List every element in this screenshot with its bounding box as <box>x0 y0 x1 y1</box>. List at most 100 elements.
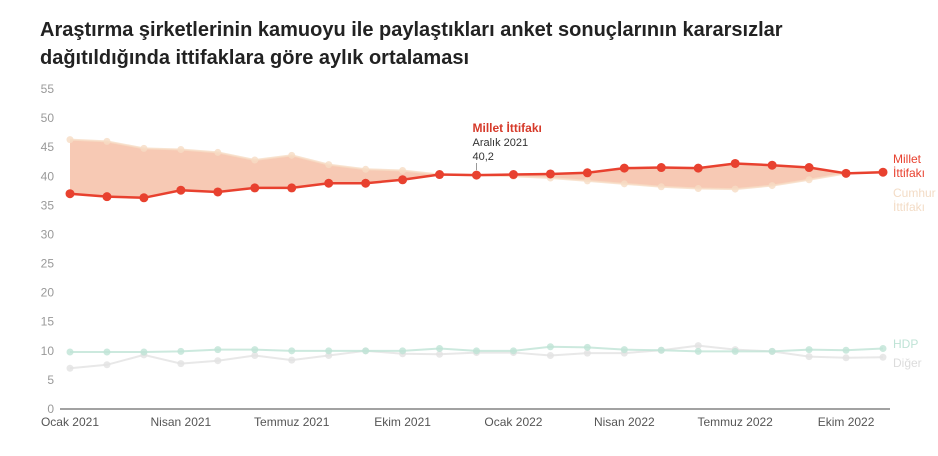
data-point <box>583 343 591 351</box>
data-point <box>140 144 148 152</box>
end-label: Diğer <box>893 356 922 370</box>
data-point <box>214 148 222 156</box>
data-point <box>730 158 740 168</box>
data-point <box>805 353 813 361</box>
data-point <box>878 167 888 177</box>
y-tick-label: 5 <box>47 373 54 387</box>
data-point <box>436 344 444 352</box>
y-tick-label: 55 <box>41 82 55 96</box>
data-point <box>324 178 334 188</box>
data-point <box>694 342 702 350</box>
data-point <box>251 351 259 359</box>
data-point <box>102 192 112 202</box>
data-point <box>620 180 628 188</box>
data-point <box>583 177 591 185</box>
y-tick-label: 25 <box>41 257 55 271</box>
data-point <box>177 347 185 355</box>
data-point <box>841 168 851 178</box>
end-label: İttifakı <box>893 200 925 214</box>
x-tick-label: Ocak 2021 <box>41 415 99 429</box>
data-point <box>879 344 887 352</box>
data-point <box>545 169 555 179</box>
y-tick-label: 40 <box>41 169 55 183</box>
data-point <box>139 193 149 203</box>
data-point <box>214 346 222 354</box>
data-point <box>657 183 665 191</box>
data-point <box>508 170 518 180</box>
y-tick-label: 45 <box>41 140 55 154</box>
data-point <box>546 343 554 351</box>
data-point <box>399 347 407 355</box>
data-point <box>399 166 407 174</box>
data-point <box>657 346 665 354</box>
data-point <box>103 361 111 369</box>
y-tick-label: 50 <box>41 111 55 125</box>
end-label: Cumhur <box>893 186 936 200</box>
data-point <box>214 357 222 365</box>
data-point <box>288 356 296 364</box>
data-point <box>176 185 186 195</box>
data-point <box>436 350 444 358</box>
data-point <box>251 156 259 164</box>
annotation-value: 40,2 <box>473 151 494 163</box>
data-point <box>842 346 850 354</box>
data-point <box>177 146 185 154</box>
data-point <box>287 183 297 193</box>
y-tick-label: 10 <box>41 344 55 358</box>
data-point <box>362 347 370 355</box>
data-point <box>731 347 739 355</box>
annotation-date: Aralık 2021 <box>473 137 529 149</box>
x-tick-label: Temmuz 2021 <box>254 415 330 429</box>
data-point <box>842 354 850 362</box>
data-point <box>731 185 739 193</box>
data-point <box>66 348 74 356</box>
data-point <box>398 175 408 185</box>
data-point <box>804 163 814 173</box>
data-point <box>288 151 296 159</box>
data-point <box>473 347 480 355</box>
area-between-alliances <box>70 139 883 198</box>
end-label: Millet <box>893 152 922 166</box>
y-tick-label: 0 <box>47 402 54 416</box>
x-tick-label: Nisan 2021 <box>151 415 212 429</box>
y-tick-label: 30 <box>41 227 55 241</box>
data-point <box>435 170 445 180</box>
x-tick-label: Ocak 2022 <box>484 415 542 429</box>
data-point <box>620 346 628 354</box>
data-point <box>694 184 702 192</box>
data-point <box>583 349 591 357</box>
x-tick-label: Temmuz 2022 <box>697 415 773 429</box>
chart-title: Araştırma şirketlerinin kamuoyu ile payl… <box>40 19 783 69</box>
data-point <box>250 183 260 193</box>
data-point <box>509 347 517 355</box>
data-point <box>140 348 148 356</box>
data-point <box>619 163 629 173</box>
data-point <box>325 347 333 355</box>
data-point <box>177 360 185 368</box>
end-label: İttifakı <box>893 166 925 180</box>
data-point <box>546 351 554 359</box>
data-point <box>805 346 813 354</box>
data-point <box>65 189 75 199</box>
data-point <box>879 353 887 361</box>
data-point <box>251 346 259 354</box>
data-point <box>361 178 371 188</box>
end-label: HDP <box>893 337 918 351</box>
data-point <box>66 136 74 144</box>
data-point <box>325 161 333 169</box>
annotation-series: Millet İttifakı <box>473 120 542 135</box>
data-point <box>472 170 481 180</box>
x-tick-label: Nisan 2022 <box>594 415 655 429</box>
data-point <box>767 160 777 170</box>
data-point <box>694 347 702 355</box>
data-point <box>66 364 74 372</box>
y-tick-label: 15 <box>41 315 55 329</box>
data-point <box>693 163 703 173</box>
y-tick-label: 35 <box>41 198 55 212</box>
x-tick-label: Ekim 2021 <box>374 415 431 429</box>
data-point <box>103 348 111 356</box>
data-point <box>805 176 813 184</box>
data-point <box>768 347 776 355</box>
data-point <box>656 163 666 173</box>
